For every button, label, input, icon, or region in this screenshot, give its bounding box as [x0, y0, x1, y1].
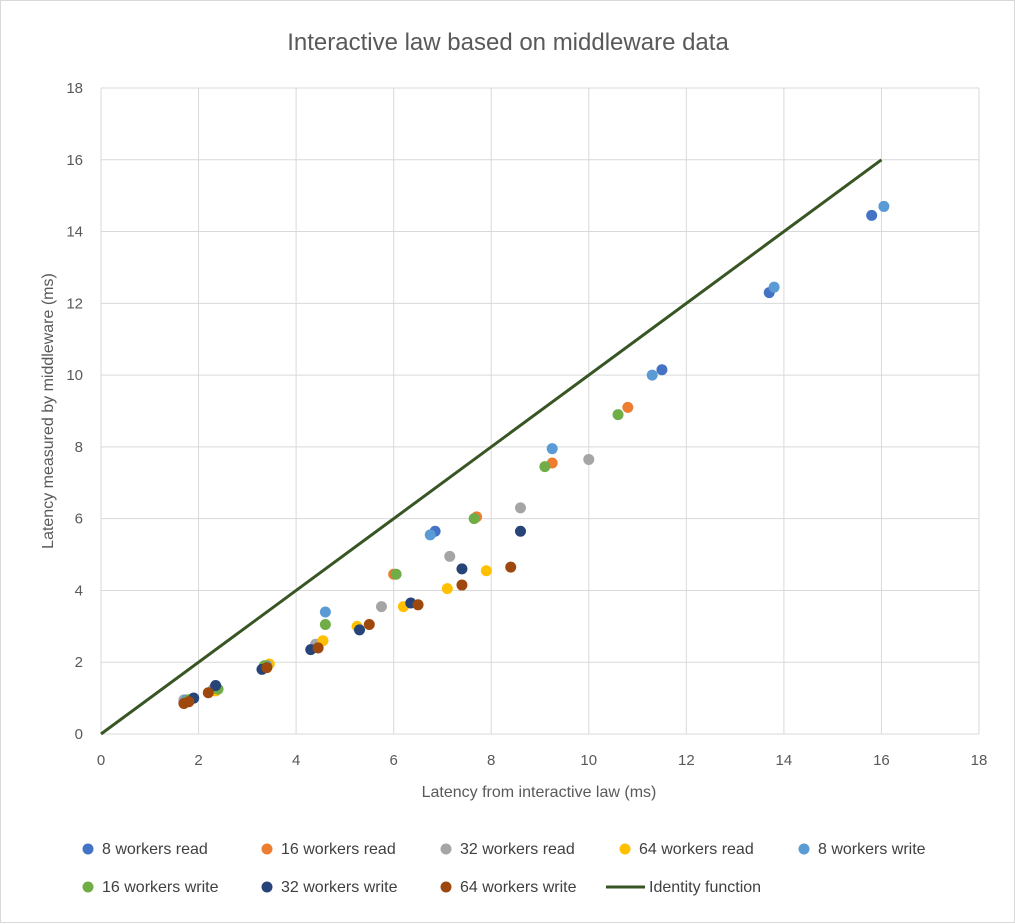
data-point — [202, 687, 214, 699]
legend-label: 32 workers read — [460, 841, 575, 858]
identity-line-layer — [100, 158, 883, 736]
legend-item: 16 workers write — [82, 879, 219, 896]
data-point — [878, 200, 890, 212]
legend-item: 32 workers read — [440, 841, 575, 858]
chart-title: Interactive law based on middleware data — [287, 29, 729, 56]
y-tick-label: 12 — [66, 295, 83, 312]
x-tick-label: 4 — [292, 752, 300, 769]
data-point — [390, 568, 402, 580]
series-32-workers-write — [188, 525, 526, 704]
data-point — [514, 502, 526, 514]
gridlines — [100, 87, 980, 735]
legend-marker — [440, 881, 452, 893]
x-tick-label: 6 — [389, 752, 397, 769]
x-tick-label: 14 — [776, 752, 793, 769]
x-tick-label: 2 — [194, 752, 202, 769]
data-point — [210, 680, 222, 692]
y-tick-label: 6 — [75, 511, 83, 528]
data-point — [319, 619, 331, 631]
data-point — [656, 364, 668, 376]
data-point — [363, 619, 375, 631]
legend-label: 32 workers write — [281, 879, 398, 896]
legend-label: 8 workers write — [818, 841, 926, 858]
x-tick-label: 16 — [873, 752, 890, 769]
legend-item: 16 workers read — [261, 841, 396, 858]
data-point — [514, 525, 526, 537]
data-point — [468, 513, 480, 525]
data-point — [622, 401, 634, 413]
y-tick-label: 14 — [66, 224, 83, 241]
legend-item: 64 workers write — [440, 879, 577, 896]
data-point — [444, 550, 456, 562]
data-point — [583, 453, 595, 465]
data-point — [183, 696, 195, 708]
data-point — [546, 443, 558, 455]
data-point — [612, 409, 624, 421]
data-point — [539, 461, 551, 473]
x-tick-label: 10 — [580, 752, 597, 769]
data-point — [646, 369, 658, 381]
data-point — [456, 579, 468, 591]
x-tick-label: 12 — [678, 752, 695, 769]
legend-label: 8 workers read — [102, 841, 208, 858]
x-axis-label: Latency from interactive law (ms) — [422, 784, 657, 801]
legend-item: 32 workers write — [261, 879, 398, 896]
data-point — [412, 599, 424, 611]
legend-item: Identity function — [606, 879, 761, 896]
legend-label: 64 workers read — [639, 841, 754, 858]
data-point — [456, 563, 468, 575]
data-point — [375, 601, 387, 613]
series-32-workers-read — [178, 453, 595, 706]
legend-item: 8 workers write — [798, 841, 926, 858]
legend-label: 16 workers write — [102, 879, 219, 896]
series-16-workers-write — [183, 409, 624, 706]
series-64-workers-write — [178, 561, 517, 709]
legend-label: 64 workers write — [460, 879, 577, 896]
data-point — [505, 561, 517, 573]
x-axis-ticks: 0 2 4 6 8 10 12 14 16 18 — [97, 752, 988, 769]
data-point — [480, 565, 492, 577]
y-tick-label: 4 — [75, 582, 83, 599]
legend-item: 8 workers read — [82, 841, 208, 858]
data-point — [768, 281, 780, 293]
y-axis-ticks: 0 2 4 6 8 10 12 14 16 18 — [66, 80, 83, 743]
data-points — [178, 200, 890, 709]
y-tick-label: 16 — [66, 152, 83, 169]
data-point — [312, 642, 324, 654]
x-tick-label: 8 — [487, 752, 495, 769]
x-tick-label: 0 — [97, 752, 105, 769]
y-tick-label: 0 — [75, 726, 83, 743]
legend-item: 64 workers read — [619, 841, 754, 858]
legend-marker — [261, 843, 273, 855]
legend-label: 16 workers read — [281, 841, 396, 858]
identity-line — [100, 158, 883, 736]
legend-marker — [82, 881, 94, 893]
legend-marker — [82, 843, 94, 855]
y-tick-label: 18 — [66, 80, 83, 97]
y-tick-label: 10 — [66, 367, 83, 384]
legend: 8 workers read 16 workers read 32 workers … — [82, 841, 926, 896]
data-point — [441, 583, 453, 595]
series-64-workers-read — [183, 565, 492, 706]
series-16-workers-read — [180, 401, 634, 708]
x-tick-label: 18 — [971, 752, 988, 769]
data-point — [319, 606, 331, 618]
legend-marker — [440, 843, 452, 855]
y-tick-label: 8 — [75, 439, 83, 456]
legend-marker — [798, 843, 810, 855]
legend-label: Identity function — [649, 879, 761, 896]
series-8-workers-write — [180, 200, 890, 706]
data-point — [424, 529, 436, 541]
legend-marker — [261, 881, 273, 893]
y-axis-label: Latency measured by middleware (ms) — [40, 273, 57, 549]
data-point — [261, 662, 273, 674]
data-point — [866, 209, 878, 221]
data-point — [354, 624, 366, 636]
y-tick-label: 2 — [75, 654, 83, 671]
legend-marker — [619, 843, 631, 855]
